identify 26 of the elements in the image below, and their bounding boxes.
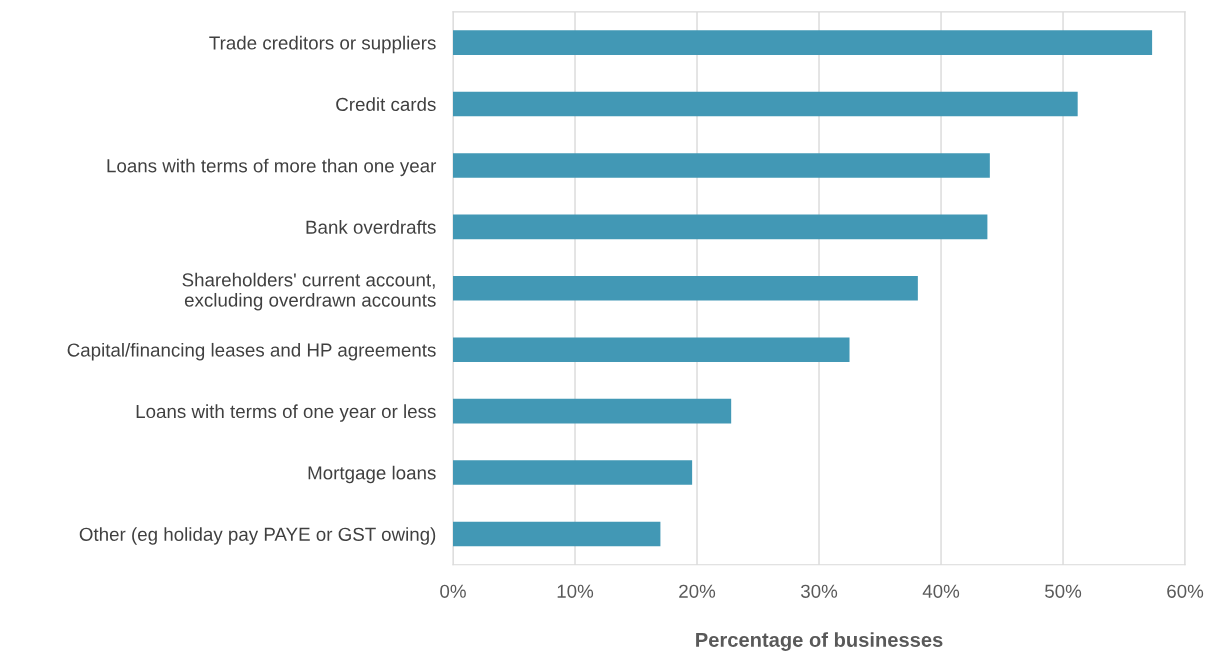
y-tick-label: Credit cards	[336, 97, 436, 112]
x-tick-label: 20%	[679, 584, 716, 598]
bar	[453, 214, 988, 240]
y-tick-label: Loans with terms of one year or less	[136, 404, 436, 422]
y-tick-label: Loans with terms of more than one year	[107, 158, 437, 177]
y-tick-label: Mortgage loans	[308, 465, 436, 484]
x-tick-label: 40%	[922, 584, 960, 598]
bar	[453, 337, 850, 362]
x-tick-label: 60%	[1167, 584, 1204, 598]
bar	[453, 398, 732, 424]
x-axis-title: Percentage of businesses	[696, 632, 943, 652]
bar	[453, 30, 1153, 55]
y-tick-label: Trade creditors or suppliers	[209, 35, 436, 54]
x-tick-label: 10%	[557, 584, 594, 598]
bar	[453, 91, 1078, 117]
bar	[453, 276, 918, 301]
y-tick-label: Shareholders' current account, excluding overdrawn accounts	[182, 272, 436, 311]
x-tick-label: 0%	[440, 584, 466, 598]
bar	[453, 460, 693, 485]
y-tick-label: Bank overdrafts	[306, 220, 436, 234]
bar	[453, 153, 990, 178]
bar	[453, 521, 661, 547]
y-tick-label: Capital/financing leases and HP agreements	[67, 342, 436, 361]
x-tick-label: 50%	[1045, 584, 1082, 598]
x-tick-label: 30%	[800, 584, 838, 598]
y-tick-label: Other (eg holiday pay PAYE or GST owing)	[79, 527, 436, 545]
